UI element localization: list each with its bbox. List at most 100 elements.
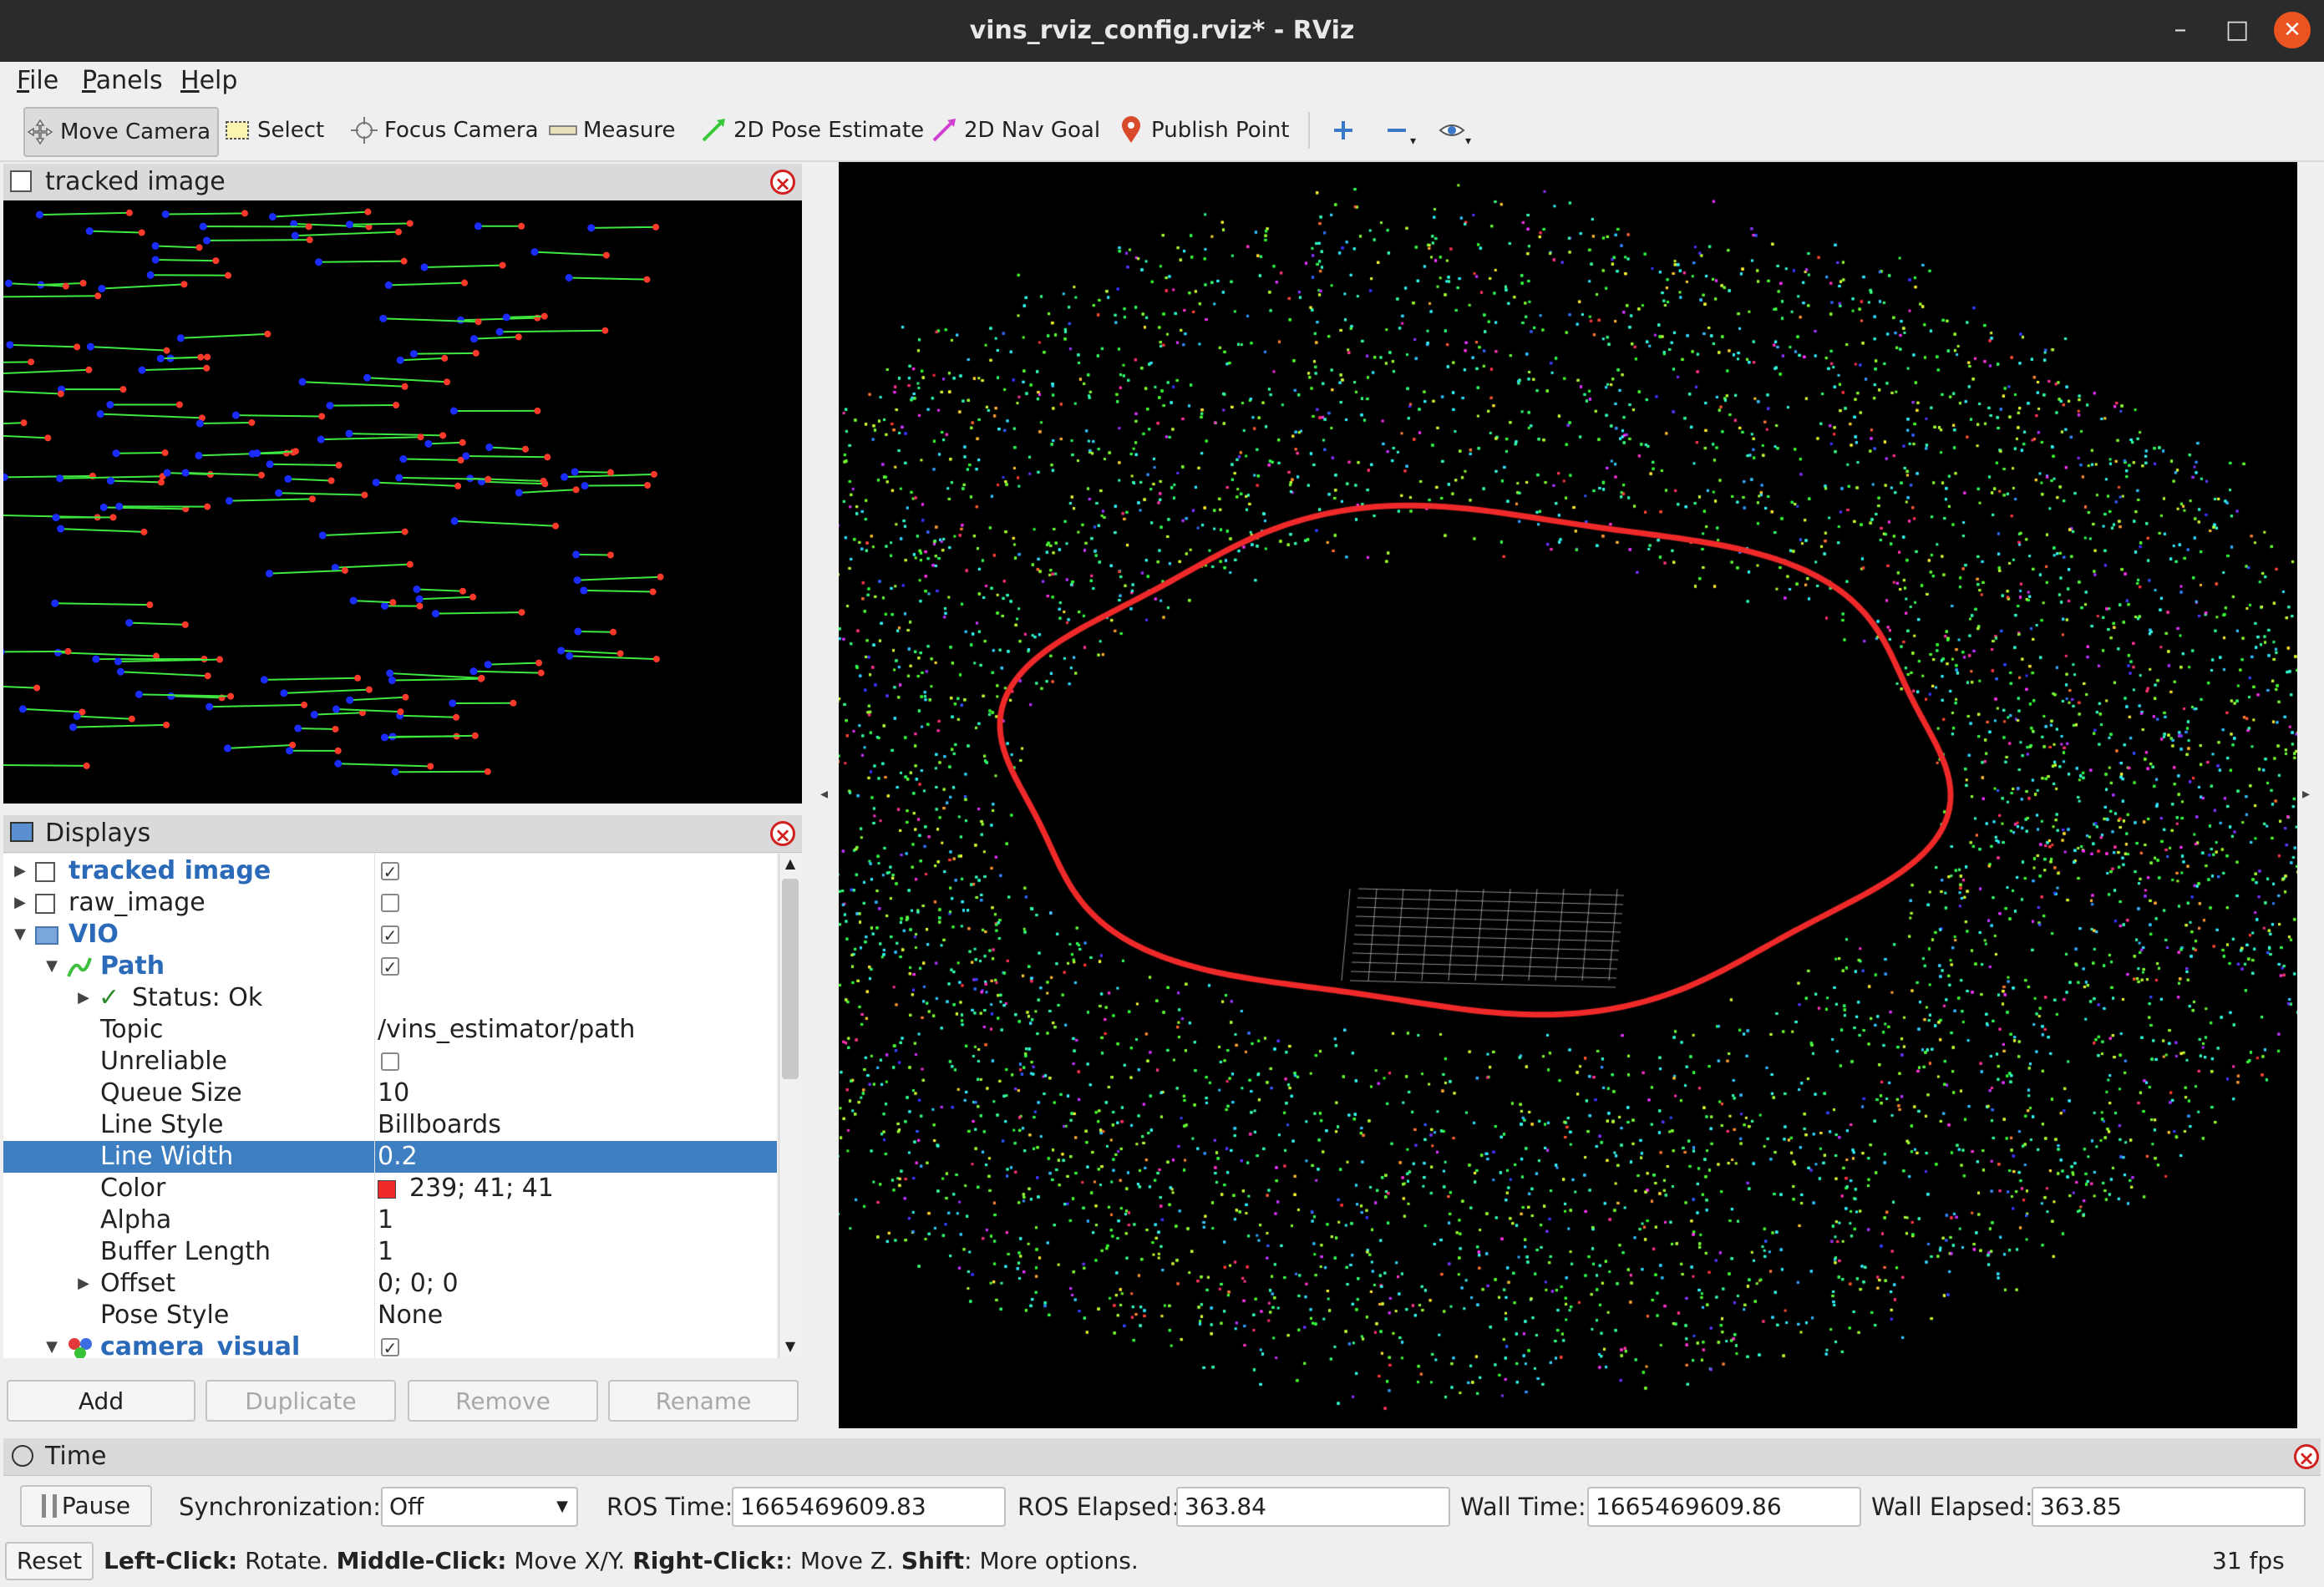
displays-scrollbar[interactable]: ▲ ▼ bbox=[779, 854, 801, 1358]
maximize-icon[interactable]: □ bbox=[2225, 15, 2250, 44]
wall-time-field[interactable]: 1665469609.86 bbox=[1587, 1487, 1861, 1527]
display-row[interactable]: Buffer Length 1 bbox=[3, 1236, 777, 1268]
expand-right-icon[interactable]: ▶ bbox=[78, 1275, 89, 1292]
display-row[interactable]: ▶ ✓ Status: Ok bbox=[3, 982, 777, 1014]
display-row-value[interactable]: 0; 0; 0 bbox=[378, 1269, 459, 1298]
sync-label: Synchronization: bbox=[179, 1493, 382, 1521]
display-row-name: camera_visual bbox=[100, 1332, 301, 1358]
menu-panels[interactable]: Panels bbox=[82, 66, 163, 95]
wall-elapsed-label: Wall Elapsed: bbox=[1871, 1493, 2033, 1521]
enable-checkbox[interactable]: ✓ bbox=[381, 957, 399, 976]
close-panel-icon[interactable]: × bbox=[770, 821, 795, 847]
expand-right-icon[interactable]: ▶ bbox=[14, 862, 26, 880]
enable-checkbox[interactable]: ✓ bbox=[381, 925, 399, 944]
display-row[interactable]: Alpha 1 bbox=[3, 1204, 777, 1236]
3d-viewport[interactable] bbox=[839, 162, 2297, 1428]
tool-label: Measure bbox=[583, 118, 676, 143]
column-divider[interactable] bbox=[374, 854, 375, 1358]
display-row-value[interactable]: 239; 41; 41 bbox=[409, 1174, 554, 1203]
status-hint-part: Rotate. bbox=[237, 1547, 337, 1574]
rename-button[interactable]: Rename bbox=[608, 1380, 799, 1422]
expand-down-icon[interactable]: ▼ bbox=[46, 957, 58, 975]
display-row[interactable]: ▶ tracked image ✓ bbox=[3, 855, 777, 887]
close-panel-icon[interactable]: × bbox=[2294, 1444, 2319, 1470]
enable-checkbox[interactable]: ✓ bbox=[381, 862, 399, 880]
wall-elapsed-field[interactable]: 363.85 bbox=[2032, 1487, 2306, 1527]
collapse-left-icon[interactable]: ◂ bbox=[820, 785, 829, 803]
display-row-name: tracked image bbox=[69, 856, 271, 885]
scroll-down-icon[interactable]: ▼ bbox=[784, 1338, 796, 1354]
display-row-name: Topic bbox=[100, 1015, 164, 1044]
view-tool-button[interactable]: ▾ bbox=[1437, 107, 1471, 154]
display-row-value[interactable]: /vins_estimator/path bbox=[378, 1015, 636, 1044]
minimize-icon[interactable]: – bbox=[2174, 15, 2187, 44]
add-button[interactable]: Add bbox=[7, 1380, 195, 1422]
time-panel-header: Time × bbox=[3, 1438, 2321, 1476]
path-icon bbox=[67, 951, 92, 982]
display-row[interactable]: ▶ raw_image bbox=[3, 887, 777, 919]
scroll-up-icon[interactable]: ▲ bbox=[784, 855, 796, 871]
display-row[interactable]: ▼ camera_visual ✓ bbox=[3, 1331, 777, 1358]
eye-icon bbox=[1437, 115, 1467, 145]
display-row-name: Pose Style bbox=[100, 1301, 230, 1330]
expand-down-icon[interactable]: ▼ bbox=[46, 1338, 58, 1356]
ros-time-field[interactable]: 1665469609.83 bbox=[732, 1487, 1006, 1527]
menu-help[interactable]: Help bbox=[180, 66, 238, 95]
display-row[interactable]: Queue Size 10 bbox=[3, 1077, 777, 1109]
display-row-value[interactable]: None bbox=[378, 1301, 444, 1330]
status-hint: Left-Click: Rotate. Middle-Click: Move X… bbox=[104, 1542, 1139, 1580]
tool-2d-nav-goal[interactable]: 2D Nav Goal bbox=[929, 107, 1100, 154]
image-icon bbox=[10, 170, 32, 192]
display-row[interactable]: Pose Style None bbox=[3, 1300, 777, 1331]
pause-button[interactable]: Pause bbox=[20, 1485, 152, 1527]
display-row-value[interactable]: 0.2 bbox=[378, 1142, 418, 1171]
checkmark-icon: ✓ bbox=[99, 983, 120, 1012]
status-hint-part: : Move Z. bbox=[784, 1547, 901, 1574]
tool-move-camera[interactable]: Move Camera bbox=[23, 107, 219, 157]
color-swatch[interactable] bbox=[378, 1180, 396, 1199]
collapse-right-icon[interactable]: ▸ bbox=[2302, 785, 2311, 803]
ros-elapsed-field[interactable]: 363.84 bbox=[1176, 1487, 1450, 1527]
display-row[interactable]: ▶ Offset 0; 0; 0 bbox=[3, 1268, 777, 1300]
status-hint-part: Right-Click: bbox=[632, 1547, 785, 1574]
display-row[interactable]: Line Width 0.2 bbox=[3, 1141, 777, 1173]
remove-button[interactable]: Remove bbox=[408, 1380, 598, 1422]
minus-icon bbox=[1382, 115, 1412, 145]
point-cloud-render bbox=[839, 162, 2297, 1428]
display-row[interactable]: Line Style Billboards bbox=[3, 1109, 777, 1141]
display-row-value[interactable]: 1 bbox=[378, 1205, 394, 1235]
sync-select[interactable]: Off ▼ bbox=[381, 1487, 578, 1527]
clock-icon bbox=[12, 1445, 33, 1467]
enable-checkbox[interactable] bbox=[381, 894, 399, 912]
display-row[interactable]: Unreliable bbox=[3, 1046, 777, 1077]
expand-down-icon[interactable]: ▼ bbox=[14, 925, 26, 943]
display-row-value[interactable]: 1 bbox=[378, 1237, 394, 1266]
enable-checkbox[interactable]: ✓ bbox=[381, 1338, 399, 1356]
add-tool-button[interactable] bbox=[1328, 107, 1358, 154]
menu-file[interactable]: File bbox=[17, 66, 59, 95]
display-row[interactable]: Topic/vins_estimator/path bbox=[3, 1014, 777, 1046]
duplicate-button[interactable]: Duplicate bbox=[206, 1380, 396, 1422]
display-row[interactable]: ▼ Path ✓ bbox=[3, 951, 777, 982]
tool-focus-camera[interactable]: Focus Camera bbox=[349, 107, 539, 154]
tool-label: 2D Nav Goal bbox=[964, 118, 1101, 143]
display-row[interactable]: Color 239; 41; 41 bbox=[3, 1173, 777, 1204]
tool-2d-pose-estimate[interactable]: 2D Pose Estimate bbox=[698, 107, 924, 154]
close-panel-icon[interactable]: × bbox=[770, 170, 795, 195]
display-row-value[interactable]: Billboards bbox=[378, 1110, 501, 1139]
close-window-icon[interactable]: ✕ bbox=[2274, 12, 2311, 48]
display-row[interactable]: ▼ VIO ✓ bbox=[3, 919, 777, 951]
tool-publish-point[interactable]: Publish Point bbox=[1116, 107, 1290, 154]
tool-select[interactable]: Select bbox=[222, 107, 324, 154]
expand-right-icon[interactable]: ▶ bbox=[14, 894, 26, 911]
status-hint-part: Move X/Y. bbox=[506, 1547, 633, 1574]
display-row-value[interactable]: 10 bbox=[378, 1078, 410, 1108]
tool-measure[interactable]: Measure bbox=[548, 107, 676, 154]
enable-checkbox[interactable] bbox=[381, 1052, 399, 1071]
remove-tool-button[interactable]: ▾ bbox=[1382, 107, 1416, 154]
focus-camera-icon bbox=[349, 115, 379, 145]
scrollbar-thumb[interactable] bbox=[782, 879, 799, 1079]
reset-button[interactable]: Reset bbox=[5, 1542, 94, 1580]
expand-right-icon[interactable]: ▶ bbox=[78, 989, 89, 1006]
display-row-name: Color bbox=[100, 1174, 166, 1203]
